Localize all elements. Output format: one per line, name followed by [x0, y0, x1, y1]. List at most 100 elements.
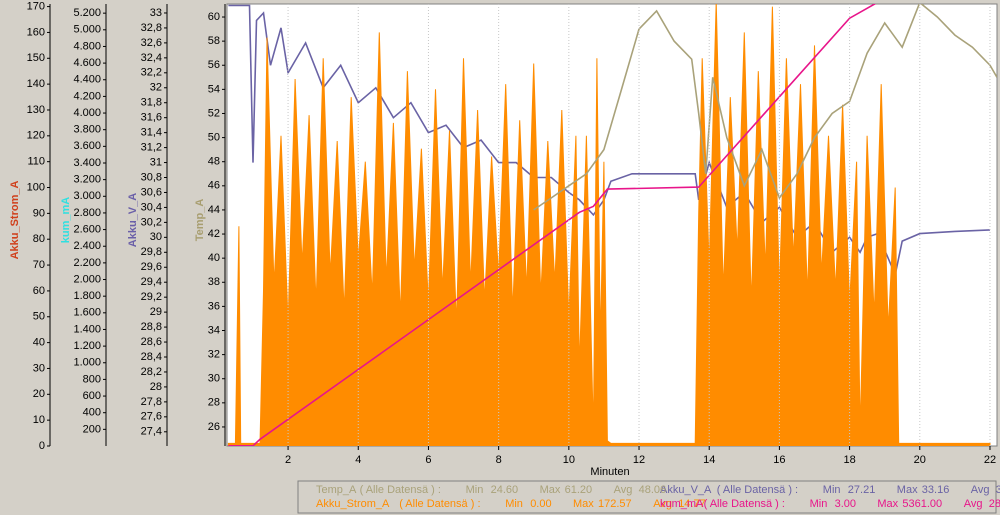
legend-stat-label: Max: [540, 484, 561, 496]
legend-stat-label: Avg: [964, 498, 983, 510]
legend-stat-label: Avg: [614, 484, 633, 496]
y-tick-label: 2.400: [73, 240, 101, 252]
legend-stat-label: Max: [877, 498, 898, 510]
legend-stat-value: 27.21: [848, 484, 876, 496]
legend-stat-label: Min: [810, 498, 828, 510]
series-line: [228, 4, 877, 446]
y-tick-label: 27,6: [141, 411, 162, 423]
legend-stat-value: 30.76: [996, 484, 1000, 496]
y-tick-label: 5.000: [73, 24, 101, 36]
y-tick-label: 28,2: [141, 366, 162, 378]
y-tick-label: 29,2: [141, 291, 162, 303]
legend-source: ( Alle Datensä ) :: [360, 484, 441, 496]
legend-source: ( Alle Datensä ) :: [399, 498, 480, 510]
y-tick-label: 34: [208, 324, 220, 336]
y-tick-label: 400: [83, 407, 101, 419]
y-tick-label: 32,6: [141, 37, 162, 49]
y-tick-label: 130: [27, 104, 45, 116]
y-tick-label: 3.000: [73, 190, 101, 202]
x-tick-label: 8: [496, 454, 502, 466]
y-tick-label: 120: [27, 130, 45, 142]
y-tick-label: 5.200: [73, 7, 101, 19]
y-axis-title: kum_mA: [60, 197, 72, 244]
y-tick-label: 2.600: [73, 223, 101, 235]
y-tick-label: 2.200: [73, 257, 101, 269]
series-area: [227, 4, 991, 446]
legend-stat-label: Min: [505, 498, 523, 510]
y-tick-label: 32: [208, 349, 220, 361]
y-axis-title: Temp_A: [194, 199, 206, 242]
legend-stat-label: Min: [823, 484, 841, 496]
legend-stat-value: 2849.27: [989, 498, 1000, 510]
y-tick-label: 29,4: [141, 276, 162, 288]
y-tick-label: 50: [208, 131, 220, 143]
x-tick-label: 4: [355, 454, 361, 466]
y-tick-label: 52: [208, 107, 220, 119]
y-tick-label: 44: [208, 204, 220, 216]
y-tick-label: 40: [208, 252, 220, 264]
x-tick-label: 20: [914, 454, 926, 466]
y-tick-label: 38: [208, 276, 220, 288]
y-tick-label: 10: [33, 414, 45, 426]
legend-stat-label: Max: [897, 484, 918, 496]
y-tick-label: 46: [208, 180, 220, 192]
y-tick-label: 30,4: [141, 201, 162, 213]
y-tick-label: 20: [33, 388, 45, 400]
legend-source: ( Alle Datensä ) :: [704, 498, 785, 510]
legend-stat-value: 0.00: [530, 498, 551, 510]
y-tick-label: 29,8: [141, 246, 162, 258]
y-tick-label: 32,2: [141, 67, 162, 79]
y-tick-label: 60: [33, 285, 45, 297]
y-tick-label: 33: [150, 7, 162, 19]
legend-stat-value: 48.06: [639, 484, 667, 496]
y-tick-label: 28: [208, 397, 220, 409]
series-layer: [227, 4, 997, 446]
legend-stat-value: 61.20: [565, 484, 593, 496]
y-tick-label: 26: [208, 421, 220, 433]
legend-name: Akku_V_A: [660, 484, 712, 496]
y-tick-label: 1.600: [73, 307, 101, 319]
y-tick-label: 160: [27, 26, 45, 38]
y-tick-label: 31: [150, 156, 162, 168]
y-tick-label: 32,4: [141, 52, 162, 64]
y-tick-label: 3.600: [73, 140, 101, 152]
legend-stat-label: Avg: [653, 498, 672, 510]
y-tick-label: 100: [27, 181, 45, 193]
y-tick-label: 28: [150, 381, 162, 393]
y-tick-label: 28,8: [141, 321, 162, 333]
y-tick-label: 1.800: [73, 290, 101, 302]
y-tick-label: 40: [33, 337, 45, 349]
y-tick-label: 200: [83, 423, 101, 435]
y-tick-label: 4.200: [73, 90, 101, 102]
legend-stat-value: 24.60: [491, 484, 519, 496]
y-tick-label: 30,6: [141, 186, 162, 198]
legend-stat-value: 3.00: [835, 498, 856, 510]
y-tick-label: 30: [33, 362, 45, 374]
y-tick-label: 31,6: [141, 112, 162, 124]
y-tick-label: 42: [208, 228, 220, 240]
y-tick-label: 29: [150, 306, 162, 318]
x-tick-label: 2: [285, 454, 291, 466]
y-tick-label: 80: [33, 233, 45, 245]
y-tick-label: 600: [83, 390, 101, 402]
legend-stat-label: Avg: [971, 484, 990, 496]
y-tick-label: 30: [150, 231, 162, 243]
y-tick-label: 28,4: [141, 351, 162, 363]
y-tick-label: 58: [208, 35, 220, 47]
x-tick-label: 12: [633, 454, 645, 466]
y-tick-label: 30: [208, 373, 220, 385]
y-tick-label: 60: [208, 11, 220, 23]
y-tick-label: 4.400: [73, 74, 101, 86]
y-axis-title: Akku_V_A: [127, 193, 139, 247]
y-tick-label: 140: [27, 78, 45, 90]
y-tick-label: 90: [33, 207, 45, 219]
y-tick-label: 0: [39, 440, 45, 452]
y-tick-label: 170: [27, 0, 45, 12]
y-tick-label: 4.600: [73, 57, 101, 69]
y-tick-label: 2.800: [73, 207, 101, 219]
legend-stat-label: Min: [466, 484, 484, 496]
y-tick-label: 31,4: [141, 127, 162, 139]
y-tick-label: 32,8: [141, 22, 162, 34]
y-tick-label: 30,8: [141, 171, 162, 183]
